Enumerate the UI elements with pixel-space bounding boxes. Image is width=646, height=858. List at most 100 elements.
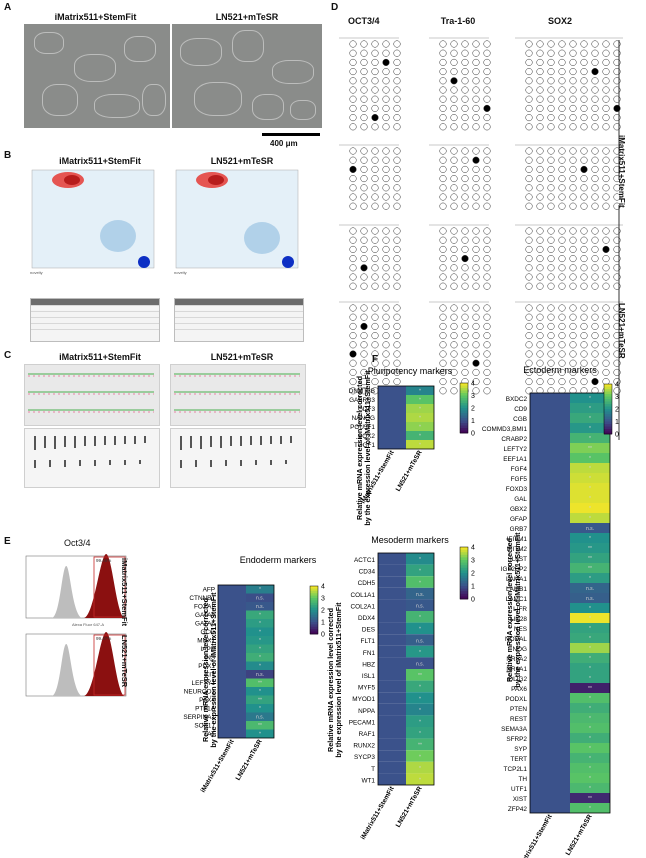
heatmap-cell xyxy=(218,687,246,696)
cpg-site xyxy=(525,282,533,290)
heatmap-cell xyxy=(570,733,610,743)
cpg-site xyxy=(602,202,610,210)
heatmap-cell xyxy=(530,443,570,453)
cpg-site xyxy=(483,104,491,112)
cpg-site xyxy=(360,202,368,210)
cpg-site xyxy=(536,175,544,183)
cpg-site xyxy=(349,387,357,395)
cpg-site xyxy=(360,368,368,376)
cpg-site xyxy=(360,175,368,183)
column-label: LN521+mTeSR xyxy=(235,738,264,781)
heatmap-title: Endoderm markers xyxy=(240,555,317,565)
cpg-site xyxy=(547,359,555,367)
cpg-site xyxy=(558,104,566,112)
heatmap-cell xyxy=(570,793,610,803)
heatmap-cell xyxy=(570,783,610,793)
cpg-site xyxy=(349,104,357,112)
cpg-site xyxy=(349,359,357,367)
significance-label: * xyxy=(589,476,591,482)
cpg-site xyxy=(393,104,401,112)
row-label: AFP xyxy=(203,587,215,594)
cpg-site xyxy=(349,165,357,173)
cpg-site xyxy=(525,49,533,57)
cpg-site xyxy=(525,58,533,66)
heatmap-cell xyxy=(378,440,406,449)
methylation-block xyxy=(429,224,491,290)
cpg-site xyxy=(439,165,447,173)
colorbar-segment xyxy=(310,629,318,632)
cpg-site xyxy=(483,95,491,103)
heatmap-cell xyxy=(378,622,406,635)
row-label: LIFR xyxy=(513,606,527,613)
heatmap-cell xyxy=(406,440,434,449)
heatmap-cell xyxy=(570,643,610,653)
cpg-site xyxy=(349,77,357,85)
cpg-site xyxy=(536,114,544,122)
significance-label: n.s. xyxy=(586,596,594,602)
cpg-site xyxy=(547,227,555,235)
cpg-site xyxy=(382,123,390,131)
cpg-site xyxy=(450,359,458,367)
cpg-site xyxy=(547,341,555,349)
cpg-site xyxy=(461,165,469,173)
cpg-site xyxy=(558,359,566,367)
cpg-site xyxy=(591,227,599,235)
cpg-site xyxy=(569,255,577,263)
cpg-site xyxy=(439,86,447,94)
cpg-site xyxy=(472,77,480,85)
cpg-site xyxy=(547,264,555,272)
heatmap-cell xyxy=(570,483,610,493)
cpg-site xyxy=(558,332,566,340)
heatmap-cell xyxy=(530,603,570,613)
colorbar-segment xyxy=(310,605,318,608)
cpg-site xyxy=(591,184,599,192)
cpg-site xyxy=(393,193,401,201)
significance-label: * xyxy=(419,731,421,737)
cpg-site xyxy=(525,332,533,340)
heatmap-cell xyxy=(530,783,570,793)
row-label: EEF1A1 xyxy=(503,456,527,463)
heatmap-ylabel: Relative mRNA expression level corrected… xyxy=(326,602,343,758)
cpg-site xyxy=(371,236,379,244)
heatmap-cell xyxy=(530,403,570,413)
cpg-site xyxy=(349,332,357,340)
heatmap-cell xyxy=(218,678,246,687)
heatmap-cell xyxy=(406,773,434,785)
cpg-site xyxy=(580,175,588,183)
row-label: NPPA xyxy=(358,708,376,715)
row-label: FLT1 xyxy=(361,638,376,645)
cpg-site xyxy=(472,184,480,192)
cpg-site xyxy=(461,273,469,281)
cpg-site xyxy=(569,114,577,122)
cpg-site xyxy=(580,313,588,321)
cpg-site xyxy=(439,332,447,340)
cpg-site xyxy=(450,86,458,94)
cpg-site xyxy=(461,332,469,340)
significance-label: * xyxy=(259,663,261,669)
heatmap-cell xyxy=(378,634,406,646)
methylation-block xyxy=(515,301,623,395)
cpg-site xyxy=(439,264,447,272)
heatmap-cell xyxy=(406,703,434,716)
cpg-site xyxy=(461,350,469,358)
cpg-site xyxy=(580,104,588,112)
row-label: TCP2L1 xyxy=(504,766,528,773)
heatmap-cell xyxy=(570,543,610,553)
significance-label: * xyxy=(259,646,261,652)
significance-label: * xyxy=(589,726,591,732)
cpg-site xyxy=(382,227,390,235)
cpg-site xyxy=(472,123,480,131)
cpg-site xyxy=(536,165,544,173)
cpg-site xyxy=(580,322,588,330)
colorbar-frame xyxy=(309,585,319,635)
cpg-site xyxy=(591,202,599,210)
heatmap-cell xyxy=(530,673,570,683)
panel-b-title-right: LN521+mTeSR xyxy=(210,156,274,166)
cpg-site xyxy=(450,40,458,48)
cpg-site xyxy=(536,40,544,48)
cpg-site xyxy=(569,273,577,281)
cpg-site xyxy=(602,156,610,164)
colorbar-tick-label: 0 xyxy=(471,431,475,438)
row-label: RAF1 xyxy=(359,731,376,738)
cpg-site xyxy=(569,332,577,340)
